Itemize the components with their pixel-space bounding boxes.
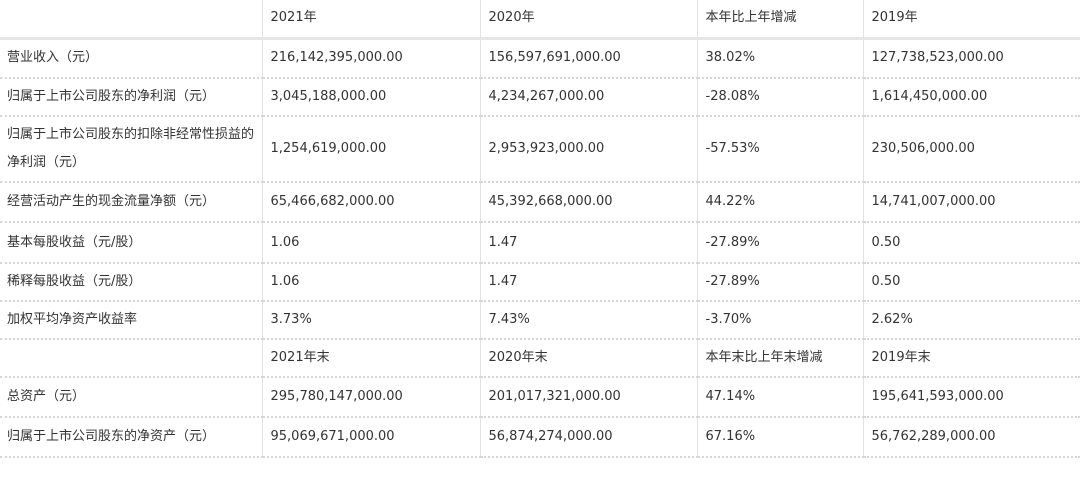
- row-label: 稀释每股收益（元/股）: [0, 263, 262, 302]
- row-label: 经营活动产生的现金流量净额（元）: [0, 182, 262, 223]
- table-row: 营业收入（元） 216,142,395,000.00 156,597,691,000…: [0, 38, 1080, 79]
- table-cell: 4,234,267,000.00: [479, 78, 697, 117]
- table-cell: 47.14%: [696, 377, 863, 418]
- table-cell: -27.89%: [696, 263, 863, 302]
- table-cell: 2021年末: [261, 339, 480, 378]
- table-cell: -3.70%: [696, 301, 863, 340]
- financial-summary-table: 2021年 2020年 本年比上年增减 2019年 营业收入（元） 216,142,395…: [0, 0, 1080, 458]
- table-cell: 1.06: [261, 263, 480, 302]
- table-cell: 1,254,619,000.00: [261, 116, 480, 183]
- table-cell: -27.89%: [696, 222, 863, 264]
- table-cell: 2,953,923,000.00: [479, 116, 697, 183]
- table-cell: 1,614,450,000.00: [862, 78, 1080, 117]
- table-row: 归属于上市公司股东的净资产（元） 95,069,671,000.00 56,874,…: [0, 417, 1080, 458]
- table-cell: 2021年: [261, 0, 480, 40]
- table-cell: 2.62%: [862, 301, 1080, 340]
- table-cell: 56,762,289,000.00: [862, 417, 1080, 458]
- table-cell: 38.02%: [696, 38, 863, 79]
- table-cell: 1.47: [479, 263, 697, 302]
- table-cell: 67.16%: [696, 417, 863, 458]
- table-cell: 本年比上年增减: [696, 0, 863, 40]
- table-row: 归属于上市公司股东的净利润（元） 3,045,188,000.00 4,234,26…: [0, 78, 1080, 117]
- table-cell: 216,142,395,000.00: [261, 38, 480, 79]
- table-cell: 3,045,188,000.00: [261, 78, 480, 117]
- header-row: 2021年 2020年 本年比上年增减 2019年: [0, 0, 1080, 40]
- row-label: 归属于上市公司股东的净资产（元）: [0, 417, 262, 458]
- table-cell: 1.47: [479, 222, 697, 264]
- table-cell: 3.73%: [261, 301, 480, 340]
- table-cell: 195,641,593,000.00: [862, 377, 1080, 418]
- row-label: 基本每股收益（元/股）: [0, 222, 262, 264]
- table-row: 总资产（元） 295,780,147,000.00 201,017,321,000.…: [0, 377, 1080, 418]
- table-cell: 295,780,147,000.00: [261, 377, 480, 418]
- table-cell: 2020年末: [479, 339, 697, 378]
- table-cell: 0.50: [862, 222, 1080, 264]
- table-cell: 44.22%: [696, 182, 863, 223]
- table-cell: 56,874,274,000.00: [479, 417, 697, 458]
- table-cell: 7.43%: [479, 301, 697, 340]
- table-cell: 156,597,691,000.00: [479, 38, 697, 79]
- table-row: 2021年末 2020年末 本年末比上年末增减 2019年末: [0, 339, 1080, 378]
- table-cell: 127,738,523,000.00: [862, 38, 1080, 79]
- row-label: [0, 339, 262, 378]
- table-cell: 1.06: [261, 222, 480, 264]
- row-label: 归属于上市公司股东的净利润（元）: [0, 78, 262, 117]
- table-cell: 14,741,007,000.00: [862, 182, 1080, 223]
- table-row: 归属于上市公司股东的扣除非经常性损益的净利润（元） 1,254,619,000.0…: [0, 116, 1080, 183]
- table-row: 经营活动产生的现金流量净额（元） 65,466,682,000.00 45,392,…: [0, 182, 1080, 223]
- table-cell: 230,506,000.00: [862, 116, 1080, 183]
- table-row: 加权平均净资产收益率 3.73% 7.43% -3.70% 2.62%: [0, 301, 1080, 340]
- table-cell: 2019年末: [862, 339, 1080, 378]
- row-label: [0, 0, 262, 40]
- row-label: 归属于上市公司股东的扣除非经常性损益的净利润（元）: [0, 116, 262, 183]
- table-cell: -28.08%: [696, 78, 863, 117]
- row-label: 总资产（元）: [0, 377, 262, 418]
- table-cell: -57.53%: [696, 116, 863, 183]
- row-label: 营业收入（元）: [0, 38, 262, 79]
- table-cell: 201,017,321,000.00: [479, 377, 697, 418]
- table-cell: 65,466,682,000.00: [261, 182, 480, 223]
- table-row: 稀释每股收益（元/股） 1.06 1.47 -27.89% 0.50: [0, 263, 1080, 302]
- table-cell: 95,069,671,000.00: [261, 417, 480, 458]
- table-cell: 2020年: [479, 0, 697, 40]
- table-cell: 本年末比上年末增减: [696, 339, 863, 378]
- table-row: 基本每股收益（元/股） 1.06 1.47 -27.89% 0.50: [0, 222, 1080, 264]
- table-cell: 0.50: [862, 263, 1080, 302]
- table-cell: 45,392,668,000.00: [479, 182, 697, 223]
- row-label: 加权平均净资产收益率: [0, 301, 262, 340]
- table-cell: 2019年: [862, 0, 1080, 40]
